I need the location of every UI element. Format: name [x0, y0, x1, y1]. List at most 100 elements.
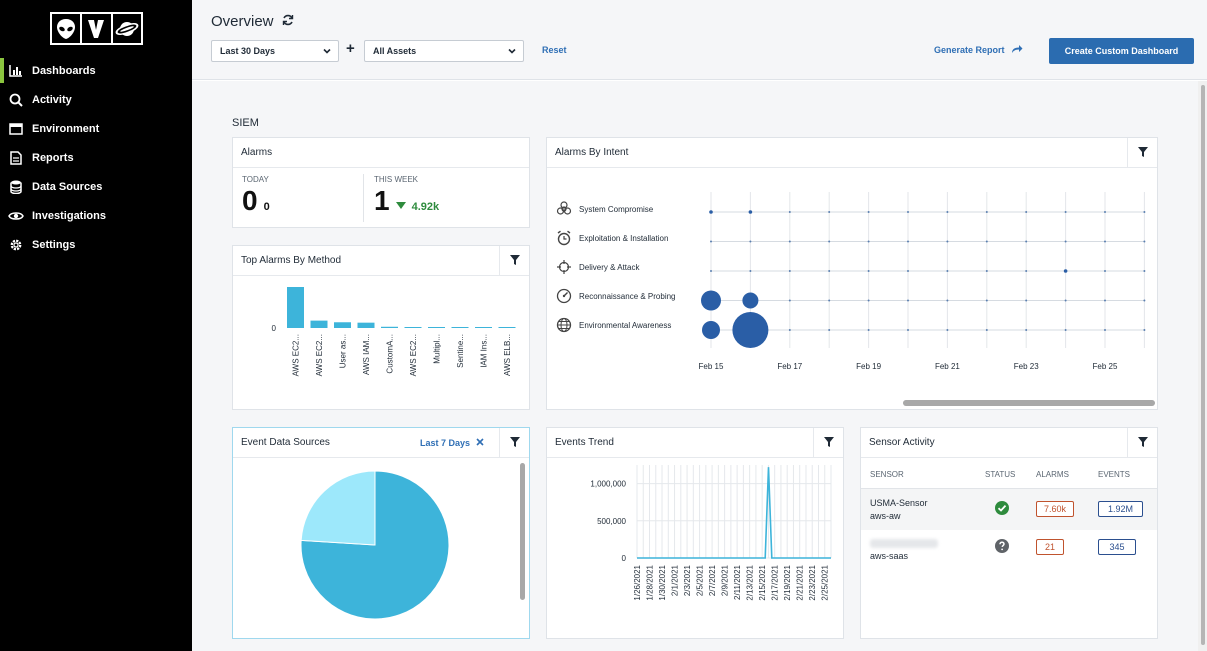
column-header-alarms[interactable]: ALARMS: [1036, 470, 1069, 479]
column-header-events[interactable]: EVENTS: [1098, 470, 1131, 479]
sidebar-item-reports[interactable]: Reports: [0, 143, 192, 172]
chevron-down-icon: [322, 46, 332, 58]
crosshair-icon: [555, 258, 573, 276]
sidebar-item-investigations[interactable]: Investigations: [0, 201, 192, 230]
grid-dot: [828, 270, 831, 272]
week-sub-count: 4.92k: [411, 201, 440, 213]
grid-dot: [907, 270, 909, 272]
x-tick-label: 2/9/2021: [721, 564, 730, 596]
section-title: SIEM: [232, 117, 259, 129]
page-title-wrap: Overview: [211, 13, 294, 30]
data-bubble: [748, 210, 753, 214]
grid-dot: [1104, 211, 1106, 213]
main-content: SIEM Alarms TODAY 0 0 THIS WEEK 1 4.92k …: [192, 81, 1207, 651]
date-range-select[interactable]: Last 30 Days: [211, 40, 339, 62]
intent-row-system-compromise: System Compromise: [555, 199, 653, 219]
check-icon: [995, 501, 1009, 520]
card-header: Events Trend: [547, 428, 843, 458]
sidebar-item-dashboards[interactable]: Dashboards: [0, 56, 192, 85]
sidebar-item-environment[interactable]: Environment: [0, 114, 192, 143]
app-logo[interactable]: [50, 12, 143, 45]
intent-row-exploitation: Exploitation & Installation: [555, 228, 668, 248]
sidebar-item-label: Settings: [32, 238, 76, 251]
generate-report-label: Generate Report: [934, 45, 1005, 55]
events-badge: 1.92M: [1098, 501, 1143, 517]
table-row[interactable]: aws-saas 21 345: [861, 530, 1157, 574]
grid-dot: [828, 299, 831, 302]
redacted-sensor-name: [870, 539, 938, 548]
table-row[interactable]: USMA-Sensor aws-aw 7.60k 1.92M: [861, 489, 1157, 530]
grid-dot: [1143, 211, 1146, 213]
v-letter-icon: [82, 14, 113, 43]
filter-button[interactable]: [499, 428, 529, 458]
today-sub-count: 0: [263, 201, 270, 213]
sidebar-nav: Dashboards Activity Environment Reports …: [0, 56, 192, 259]
grid-dot: [828, 329, 831, 331]
x-tick-label: Feb 19: [856, 362, 881, 371]
grid-dot: [749, 270, 752, 272]
sidebar-item-activity[interactable]: Activity: [0, 85, 192, 114]
bar-chart-icon: [8, 63, 24, 79]
horizontal-scrollbar[interactable]: [903, 400, 1155, 406]
grid-dot: [985, 240, 988, 243]
grid-dot: [907, 240, 909, 243]
intent-row-delivery: Delivery & Attack: [555, 257, 639, 277]
grid-dot: [867, 211, 870, 213]
grid-dot: [946, 329, 949, 331]
grid-dot: [946, 240, 949, 243]
filter-button[interactable]: [813, 428, 843, 458]
filter-button[interactable]: [1127, 138, 1157, 168]
trend-line: [637, 467, 831, 559]
x-tick-label: 1/28/2021: [646, 564, 655, 600]
column-header-sensor[interactable]: SENSOR: [870, 470, 904, 479]
intent-row-environmental: Environmental Awareness: [555, 315, 671, 335]
scrollbar-thumb[interactable]: [903, 400, 1155, 406]
filter-button[interactable]: [499, 246, 529, 276]
sensor-activity-card: Sensor Activity SENSOR STATUS ALARMS EVE…: [860, 427, 1158, 639]
grid-dot: [867, 270, 870, 272]
bar: [357, 322, 375, 328]
search-icon: [8, 92, 24, 108]
create-custom-dashboard-button[interactable]: Create Custom Dashboard: [1049, 38, 1194, 64]
week-values: 1 4.92k: [374, 185, 439, 217]
column-header-status[interactable]: STATUS: [985, 470, 1016, 479]
week-block: THIS WEEK 1 4.92k: [374, 175, 439, 217]
page-scrollbar[interactable]: [1198, 81, 1207, 651]
reset-link[interactable]: Reset: [542, 45, 567, 55]
sensor-name: USMA-Sensor: [870, 498, 928, 508]
vertical-scrollbar[interactable]: [520, 463, 525, 600]
x-tick-label: AWS ELB...: [503, 334, 512, 376]
intent-label: Exploitation & Installation: [579, 233, 669, 243]
pie-slice: [300, 470, 376, 546]
filter-button[interactable]: [1127, 428, 1157, 458]
globe-icon: [555, 316, 573, 334]
add-filter-button[interactable]: +: [346, 40, 355, 57]
close-icon[interactable]: [476, 438, 484, 448]
grid-dot: [907, 299, 909, 302]
page-scrollbar-thumb[interactable]: [1201, 85, 1205, 645]
x-tick-label: CustomA...: [386, 334, 395, 374]
x-tick-label: AWS IAM...: [362, 334, 371, 375]
y-tick-label: 0: [622, 554, 627, 563]
grid-dot: [946, 299, 949, 302]
sidebar-item-data-sources[interactable]: Data Sources: [0, 172, 192, 201]
generate-report-link[interactable]: Generate Report: [934, 44, 1023, 56]
grid-dot: [1025, 240, 1028, 243]
x-tick-label: Feb 25: [1093, 362, 1118, 371]
grid-dot: [710, 270, 712, 272]
intent-row-reconnaissance: Reconnaissance & Probing: [555, 286, 676, 306]
x-tick-label: Sentine...: [456, 334, 465, 368]
database-icon: [8, 179, 24, 195]
time-filter-chip[interactable]: Last 7 Days: [420, 438, 484, 448]
sidebar-item-settings[interactable]: Settings: [0, 230, 192, 259]
grid-dot: [788, 299, 791, 302]
x-tick-label: 2/21/2021: [796, 564, 805, 600]
grid-dot: [788, 211, 791, 213]
grid-dot: [788, 240, 791, 243]
refresh-icon[interactable]: [282, 13, 294, 30]
card-title: Alarms: [241, 147, 273, 158]
alien-icon: [52, 14, 83, 43]
x-tick-label: 2/25/2021: [821, 564, 830, 600]
assets-select[interactable]: All Assets: [364, 40, 524, 62]
gauge-icon: [555, 287, 573, 305]
